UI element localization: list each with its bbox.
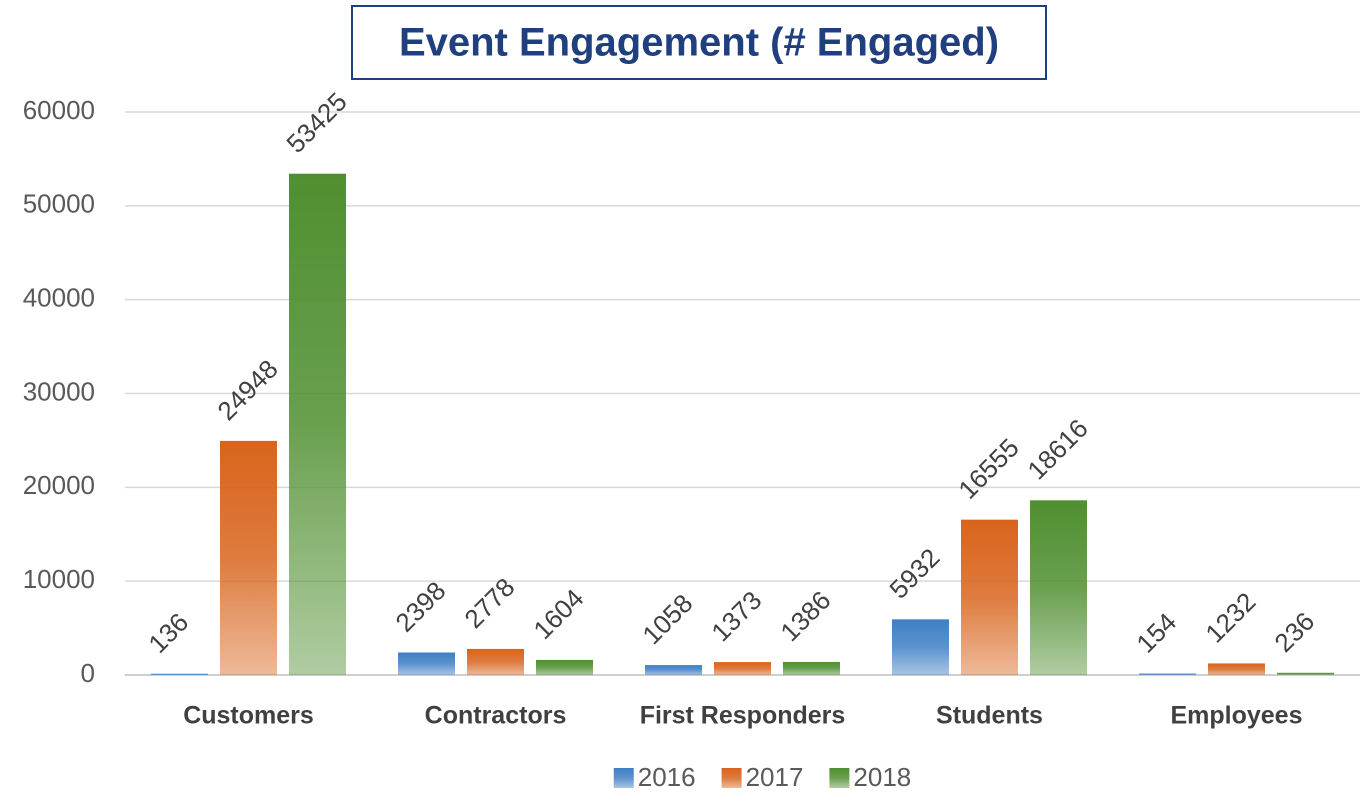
legend-label: 2018: [853, 762, 911, 792]
chart-title: Event Engagement (# Engaged): [399, 21, 999, 65]
bar: [1030, 500, 1087, 675]
value-label: 1604: [527, 583, 589, 645]
title-box: [351, 5, 1047, 80]
value-label: 1232: [1199, 586, 1261, 648]
x-tick-label: Contractors: [425, 702, 567, 730]
value-label: 2398: [389, 575, 451, 637]
y-tick-label: 20000: [23, 470, 95, 500]
bar: [398, 652, 455, 675]
value-label: 236: [1268, 606, 1320, 658]
bar: [961, 519, 1018, 675]
y-tick-label: 30000: [23, 376, 95, 406]
bar: [714, 662, 771, 675]
bar: [220, 440, 277, 675]
bar: [1277, 672, 1334, 675]
bar: [467, 648, 524, 675]
value-label: 24948: [211, 354, 283, 426]
value-label: 136: [142, 607, 194, 659]
value-label: 1058: [636, 588, 698, 650]
value-label: 53425: [280, 86, 352, 158]
y-tick-label: 40000: [23, 283, 95, 313]
bar: [151, 673, 208, 675]
value-label: 1386: [774, 585, 836, 647]
x-tick-label: First Responders: [640, 702, 846, 730]
legend-swatch: [829, 768, 850, 788]
bar: [892, 619, 949, 675]
value-label: 1373: [705, 585, 767, 647]
x-tick-label: Employees: [1170, 702, 1302, 730]
value-label: 154: [1130, 607, 1182, 659]
bar: [645, 665, 702, 675]
legend-swatch: [721, 768, 742, 788]
value-label: 18616: [1021, 413, 1093, 485]
legend-label: 2016: [638, 762, 696, 792]
y-tick-label: 60000: [23, 95, 95, 125]
bar: [783, 661, 840, 675]
bar: [1208, 663, 1265, 675]
legend-label: 2017: [746, 762, 804, 792]
x-tick-label: Students: [936, 702, 1043, 730]
bar: [1139, 673, 1196, 675]
value-label: 16555: [952, 432, 1024, 504]
y-tick-label: 0: [81, 658, 95, 688]
y-tick-label: 50000: [23, 189, 95, 219]
legend-swatch: [613, 768, 634, 788]
x-tick-label: Customers: [183, 702, 314, 730]
legend: 2016 2017 2018: [613, 762, 911, 792]
bar: [289, 173, 346, 675]
value-label: 5932: [883, 542, 945, 604]
y-tick-label: 10000: [23, 564, 95, 594]
bar: [536, 659, 593, 675]
